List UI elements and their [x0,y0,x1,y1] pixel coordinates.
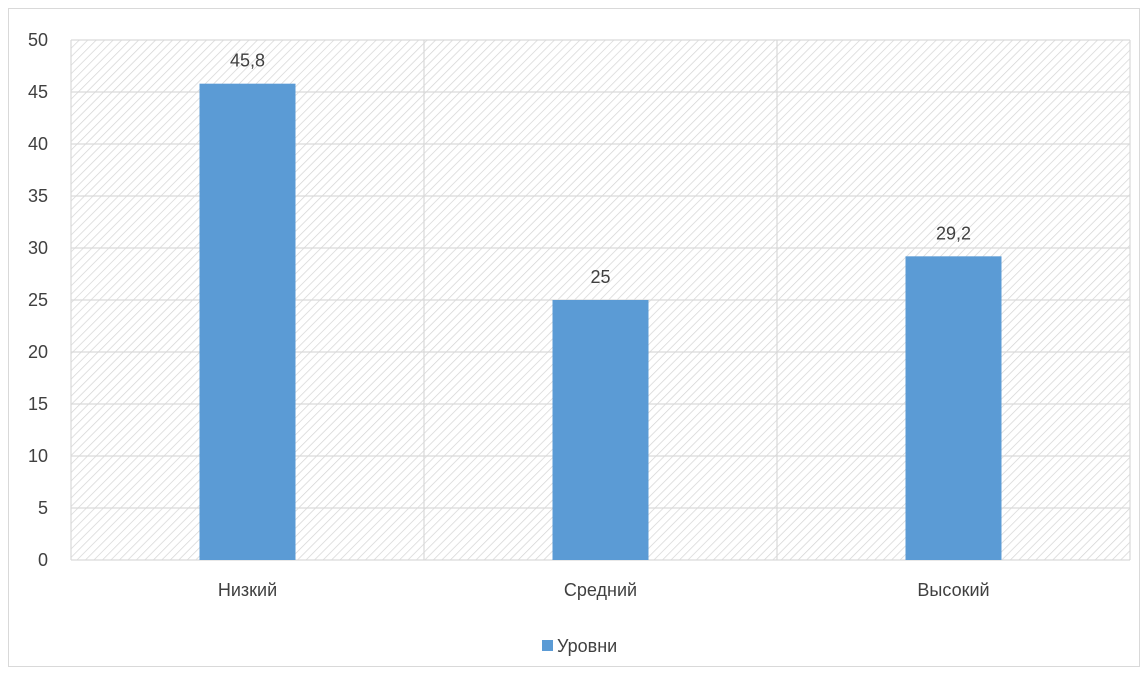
y-tick-label: 5 [38,498,48,518]
x-axis-ticks: Низкий Средний Высокий [218,580,990,600]
legend-swatch [542,640,553,651]
data-label: 45,8 [230,51,265,71]
data-label: 29,2 [936,223,971,243]
y-tick-label: 15 [28,394,48,414]
bar-2 [552,300,649,560]
y-tick-label: 10 [28,446,48,466]
x-tick-label: Высокий [917,580,989,600]
data-label: 25 [590,267,610,287]
data-labels: 45,8 25 29,2 [230,51,971,287]
y-tick-label: 0 [38,550,48,570]
y-tick-label: 50 [28,30,48,50]
y-tick-label: 40 [28,134,48,154]
y-tick-label: 30 [28,238,48,258]
y-axis-ticks: 0 5 10 15 20 25 30 35 40 45 50 [28,30,48,570]
bars [199,83,1002,561]
y-tick-label: 45 [28,82,48,102]
legend-label: Уровни [557,636,617,656]
y-tick-label: 25 [28,290,48,310]
bar-3 [905,256,1002,560]
x-tick-label: Низкий [218,580,277,600]
x-tick-label: Средний [564,580,637,600]
y-tick-label: 35 [28,186,48,206]
y-tick-label: 20 [28,342,48,362]
legend: Уровни [542,636,617,656]
bar-1 [199,83,296,561]
